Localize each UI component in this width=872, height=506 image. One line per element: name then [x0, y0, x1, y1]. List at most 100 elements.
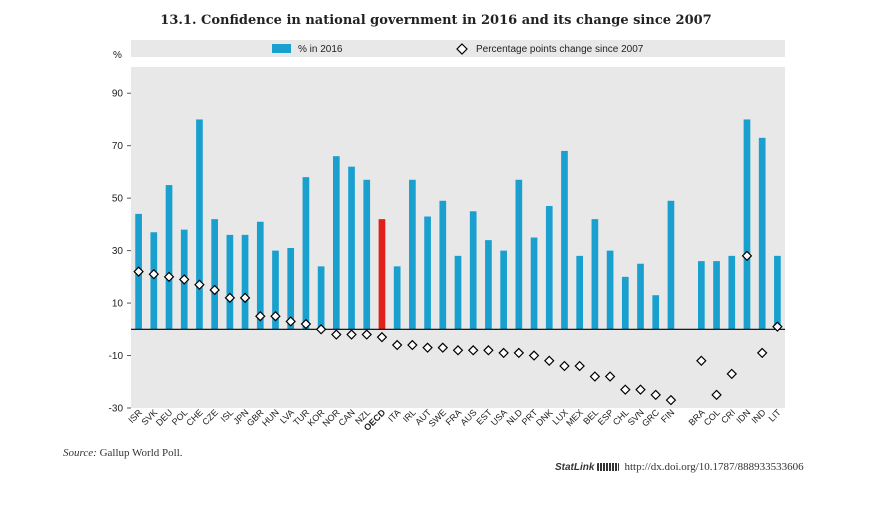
bar-tur: [302, 177, 310, 330]
change-marker-svn: [635, 384, 646, 395]
change-marker-lit: [772, 321, 783, 332]
bar-ind: [758, 137, 766, 330]
change-marker-cze: [209, 284, 220, 296]
bar-cri: [728, 255, 736, 330]
bar-lva: [287, 247, 295, 330]
statlink-label: StatLink: [555, 462, 595, 473]
x-tick-label: FIN: [659, 407, 676, 424]
change-marker-che: [194, 279, 205, 290]
bar-est: [485, 240, 492, 330]
bar-nor: [332, 156, 340, 330]
source-text: Gallup World Poll.: [99, 447, 183, 459]
x-tick-label: LIT: [767, 407, 784, 424]
change-marker-aut: [422, 342, 433, 353]
bar-aut: [424, 216, 431, 330]
change-marker-ind: [756, 347, 768, 359]
bar-nld: [515, 179, 523, 330]
bar-ita: [393, 266, 401, 330]
bar-irl: [409, 179, 416, 330]
bar-lux: [561, 150, 568, 330]
legend-swatch-bar: [272, 44, 291, 53]
bar-oecd: [378, 219, 386, 330]
change-marker-chl: [620, 384, 631, 395]
change-marker-isl: [224, 292, 236, 304]
change-marker-swe: [437, 342, 449, 353]
legend-label-marker: Percentage points change since 2007: [476, 44, 644, 55]
change-marker-fra: [452, 345, 464, 356]
statlink-url[interactable]: http://dx.doi.org/10.1787/888933533606: [624, 461, 804, 473]
change-marker-irl: [407, 339, 418, 351]
source-label: Source:: [63, 447, 97, 459]
bar-bel: [591, 219, 599, 330]
change-marker-dnk: [544, 355, 555, 367]
bar-gbr: [256, 221, 264, 330]
bar-cze: [211, 219, 218, 330]
x-tick-label: CZE: [200, 407, 220, 427]
bar-fin: [667, 200, 675, 330]
bar-lit: [774, 255, 781, 330]
change-marker-svk: [148, 268, 160, 280]
change-marker-hun: [270, 310, 281, 322]
change-marker-est: [483, 345, 494, 356]
bar-esp: [606, 250, 614, 330]
change-marker-ita: [391, 339, 403, 351]
change-marker-aus: [467, 345, 479, 356]
x-tick-label: IDN: [734, 407, 752, 425]
change-marker-bra: [696, 355, 707, 367]
bar-prt: [530, 237, 538, 330]
change-marker-nld: [513, 347, 525, 359]
bar-jpn: [241, 234, 249, 330]
change-marker-mex: [574, 360, 585, 372]
change-marker-tur: [300, 318, 312, 330]
bar-nzl: [363, 179, 371, 330]
bar-isl: [226, 234, 234, 330]
bar-dnk: [545, 206, 553, 330]
y-tick-label: 70: [112, 141, 124, 152]
y-tick-label: 30: [112, 246, 124, 257]
bar-chl: [621, 276, 629, 330]
x-tick-label: BEL: [581, 407, 600, 426]
statlink-icon: [597, 463, 620, 472]
change-marker-nzl: [361, 329, 372, 340]
bar-hun: [272, 250, 279, 330]
change-marker-usa: [498, 347, 509, 359]
bar-grc: [652, 295, 660, 330]
bar-svk: [150, 232, 158, 330]
bar-svn: [637, 263, 644, 330]
bar-aus: [469, 211, 477, 330]
change-marker-prt: [528, 350, 540, 361]
source-note: Source: Gallup World Poll.: [63, 447, 183, 459]
legend-marker-diamond: [456, 43, 468, 55]
x-tick-label: IND: [750, 407, 768, 425]
legend-label-bar: % in 2016: [298, 44, 343, 55]
bar-swe: [439, 200, 447, 330]
y-tick-label: 90: [112, 89, 124, 100]
x-tick-label: ITA: [386, 407, 403, 424]
statlink: StatLink http://dx.doi.org/10.1787/888933…: [555, 461, 804, 473]
change-marker-deu: [163, 271, 175, 283]
change-marker-grc: [650, 389, 661, 401]
bar-bra: [698, 261, 705, 330]
change-marker-lva: [285, 316, 296, 327]
change-marker-oecd: [376, 331, 388, 343]
change-marker-lux: [559, 360, 570, 372]
y-tick-label: 50: [112, 194, 124, 205]
bar-can: [348, 166, 355, 330]
bar-che: [196, 119, 203, 330]
change-marker-pol: [178, 274, 190, 285]
change-marker-jpn: [239, 292, 251, 304]
change-marker-gbr: [255, 310, 266, 322]
bar-usa: [500, 250, 507, 330]
bar-mex: [576, 255, 584, 330]
change-marker-esp: [604, 371, 616, 382]
bar-col: [713, 261, 720, 330]
change-marker-nor: [331, 329, 342, 340]
chart-title: 13.1. Confidence in national government …: [160, 13, 712, 28]
y-tick-label: -30: [109, 404, 124, 415]
change-marker-cri: [726, 368, 738, 380]
change-marker-isr: [133, 266, 144, 277]
change-marker-can: [346, 329, 357, 340]
bar-kor: [317, 266, 325, 330]
y-axis-unit: %: [113, 50, 122, 61]
